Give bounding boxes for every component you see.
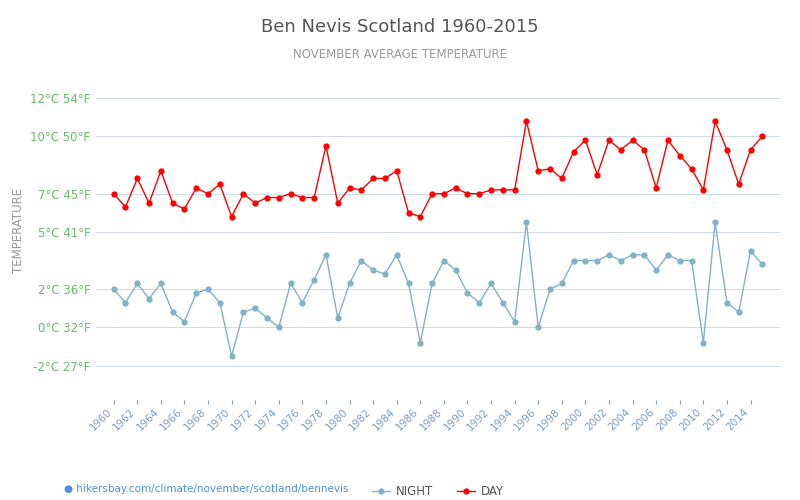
NIGHT [534,324,543,330]
NIGHT [109,286,118,292]
DAY [121,204,130,210]
DAY [758,134,767,140]
DAY [227,214,237,220]
DAY [357,187,366,193]
Text: Ben Nevis Scotland 1960-2015: Ben Nevis Scotland 1960-2015 [261,18,539,36]
NIGHT [227,353,237,359]
DAY [522,118,531,124]
DAY [534,168,543,174]
DAY [557,176,566,182]
Text: ● hikersbay.com/climate/november/scotland/bennevis: ● hikersbay.com/climate/november/scotlan… [64,484,349,494]
NIGHT [121,300,130,306]
Legend: NIGHT, DAY: NIGHT, DAY [368,480,508,500]
NIGHT [628,252,638,258]
DAY [109,190,118,196]
NIGHT [557,280,566,286]
DAY [486,187,496,193]
NIGHT [357,258,366,264]
NIGHT [486,280,496,286]
Line: DAY: DAY [111,118,765,219]
Text: NOVEMBER AVERAGE TEMPERATURE: NOVEMBER AVERAGE TEMPERATURE [293,48,507,60]
Y-axis label: TEMPERATURE: TEMPERATURE [12,188,25,272]
NIGHT [758,262,767,268]
DAY [628,137,638,143]
NIGHT [522,220,531,226]
Line: NIGHT: NIGHT [111,220,765,358]
